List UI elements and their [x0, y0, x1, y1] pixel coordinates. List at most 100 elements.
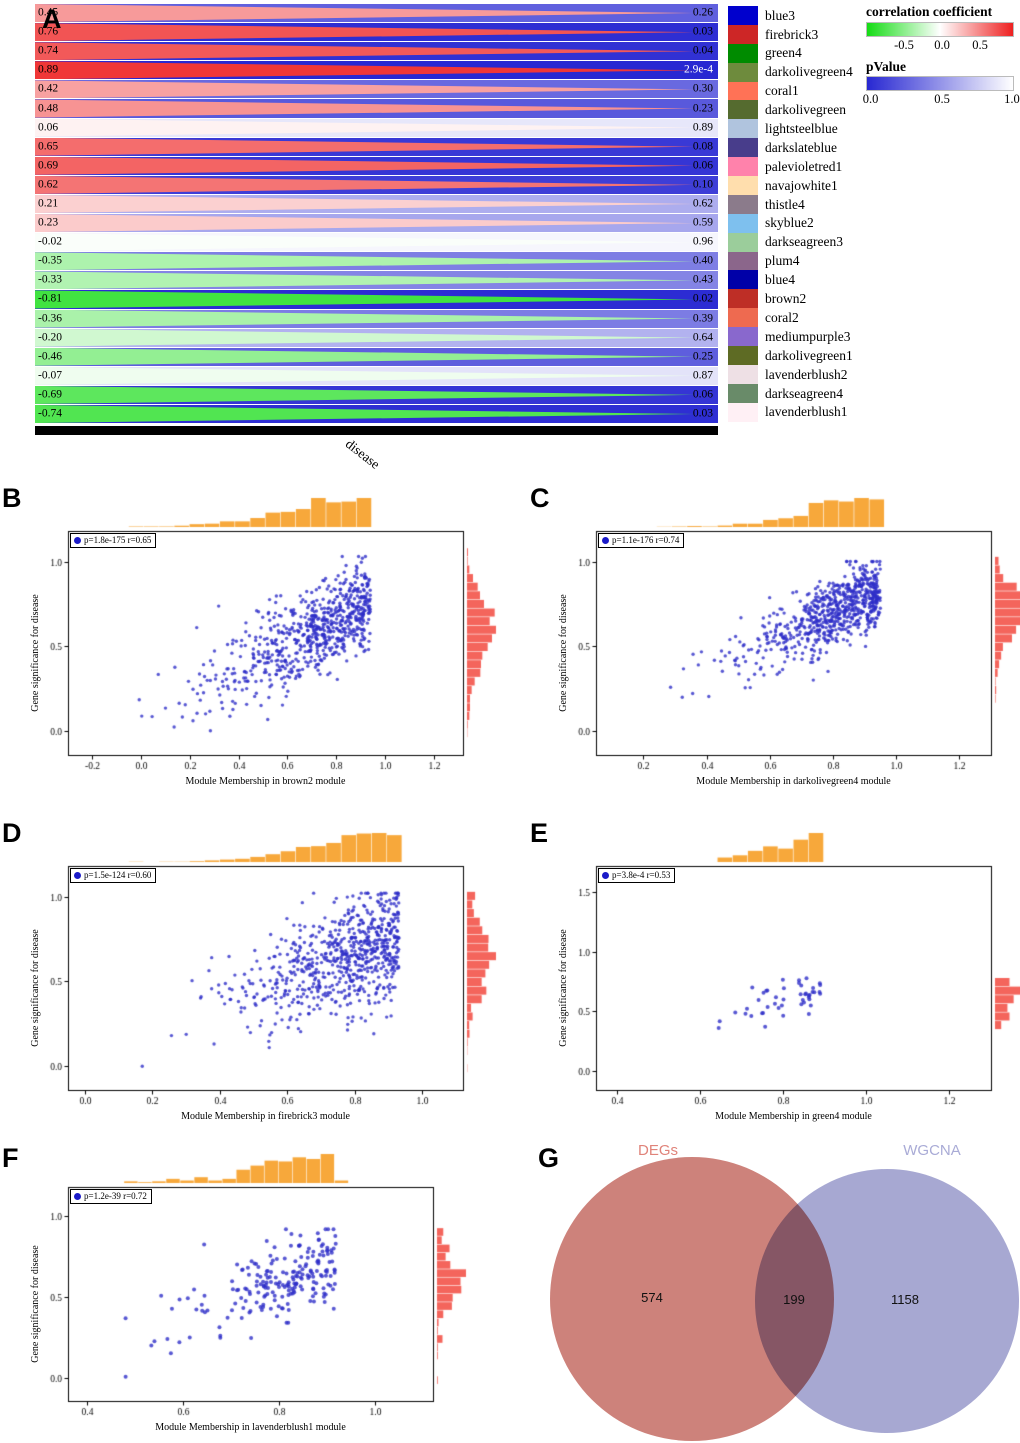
correlation-value: 0.42 [38, 82, 59, 95]
venn-count-degs-only: 574 [641, 1290, 663, 1305]
scale-tick-label: 0.0 [862, 92, 879, 107]
color-scale-legends: correlation coefficient -0.5 0.0 0.5 pValu… [862, 4, 1020, 113]
correlation-value: -0.33 [38, 273, 62, 286]
module-name: lavenderblush2 [765, 366, 848, 382]
panel-d-letter: D [2, 818, 22, 848]
correlation-scale-title: correlation coefficient [866, 4, 993, 19]
module-band-row-lavenderblush1: -0.74 0.03 [35, 404, 718, 424]
module-band-row-plum4: -0.35 0.40 [35, 252, 718, 271]
trait-axis-bar [35, 426, 718, 435]
pvalue-value: 0.06 [692, 159, 713, 172]
pvalue-value: 0.06 [692, 388, 713, 401]
module-band-row-firebrick3: 0.76 0.03 [35, 23, 718, 42]
pvalue-value: 0.25 [692, 349, 713, 362]
module-name: lightsteelblue [765, 121, 838, 137]
pvalue-value: 0.62 [692, 197, 713, 210]
x-axis-label: Module Membership in brown2 module [185, 776, 346, 787]
module-legend-entry: coral1 [728, 81, 853, 101]
module-legend-entry: darkslateblue [728, 138, 853, 158]
pvalue-value: 0.39 [692, 311, 713, 324]
pvalue-scale-ticks: 0.0 0.5 1.0 [862, 91, 1020, 108]
module-legend-entry: darkseagreen4 [728, 383, 853, 403]
venn-set-label-wgcna: WGCNA [903, 1142, 961, 1159]
y-axis-label: Gene significance for disease [30, 929, 41, 1047]
module-band-row-brown2: -0.81 0.02 [35, 290, 718, 309]
module-name: mediumpurple3 [765, 328, 851, 344]
correlation-value: -0.07 [38, 369, 62, 382]
module-swatch-coral1 [728, 81, 758, 101]
module-band-row-darkseagreen4: -0.69 0.06 [35, 385, 718, 404]
scatter-canvas-firebrick3 [28, 828, 503, 1128]
correlation-value: -0.69 [38, 388, 62, 401]
module-legend-entry: firebrick3 [728, 24, 853, 44]
pvalue-value: 0.30 [692, 82, 713, 95]
panel-f-letter: F [2, 1143, 19, 1173]
module-legend-entry: palevioletred1 [728, 157, 853, 177]
correlation-value: -0.74 [38, 407, 62, 420]
y-axis-label: Gene significance for disease [30, 1245, 41, 1363]
module-legend-entry: thistle4 [728, 194, 853, 214]
correlation-value: 0.69 [38, 159, 59, 172]
scatter-annotation: p=1.2e-39 r=0.72 [70, 1189, 152, 1204]
scatter-canvas-lavenderblush1 [28, 1149, 473, 1439]
venn-set-label-degs: DEGs [637, 1142, 679, 1159]
correlation-value: -0.81 [38, 292, 62, 305]
scatter-canvas-darkolivegreen4 [556, 493, 1020, 793]
panel-module-trait: A 0.45 0.26 0.76 0.03 0.74 0.04 0.89 2.9e-4 0.42… [0, 0, 1020, 478]
x-axis-label: Module Membership in green4 module [715, 1111, 872, 1122]
scatter-plot-wrap: p=1.1e-176 r=0.74 Gene significance for … [556, 493, 1020, 798]
legend-dot-icon [74, 871, 81, 879]
scale-tick-label: 0.0 [934, 37, 950, 52]
correlation-value: -0.02 [38, 235, 62, 248]
module-swatch-brown2 [728, 289, 758, 309]
x-axis-label: Module Membership in darkolivegreen4 mod… [696, 776, 891, 787]
pvalue-value: 0.04 [692, 44, 713, 57]
venn-count-wgcna-only: 1158 [891, 1292, 919, 1307]
module-name: darkolivegreen1 [765, 347, 853, 363]
pvalue-value: 0.08 [692, 139, 713, 152]
correlation-value: 0.76 [38, 25, 59, 38]
x-axis-label: Module Membership in lavenderblush1 modu… [155, 1422, 346, 1433]
pvalue-value: 0.03 [692, 25, 713, 38]
pvalue-value: 0.40 [692, 254, 713, 267]
pvalue-value: 2.9e-4 [683, 63, 713, 76]
module-band-row-darkolivegreen1: -0.46 0.25 [35, 347, 718, 366]
module-legend-entry: blue3 [728, 6, 853, 25]
pvalue-value: 0.23 [692, 101, 713, 114]
correlation-value: 0.48 [38, 101, 59, 114]
module-band-row-darkseagreen3: -0.02 0.96 [35, 233, 718, 252]
scatter-plot-wrap: p=3.8e-4 r=0.53 Gene significance for di… [556, 828, 1020, 1133]
panel-scatter-brown2: B p=1.8e-175 r=0.65 Gene significance fo… [0, 483, 515, 815]
scatter-annotation: p=3.8e-4 r=0.53 [598, 868, 676, 883]
module-swatch-darkolivegreen4 [728, 62, 758, 82]
pvalue-value: 0.03 [692, 407, 713, 420]
module-name: blue3 [765, 7, 795, 23]
annotation-text: p=1.1e-176 r=0.74 [612, 535, 680, 545]
module-legend-entry: lavenderblush2 [728, 364, 853, 384]
module-swatch-darkseagreen4 [728, 383, 758, 403]
y-axis-label: Gene significance for disease [558, 929, 569, 1047]
panel-c-letter: C [530, 483, 550, 513]
annotation-text: p=1.2e-39 r=0.72 [84, 1191, 147, 1201]
pvalue-value: 0.64 [692, 330, 713, 343]
module-band-row-green4: 0.74 0.04 [35, 42, 718, 61]
panel-scatter-firebrick3: D p=1.5e-124 r=0.60 Gene significance fo… [0, 818, 515, 1150]
module-legend-entry: brown2 [728, 289, 853, 309]
venn-diagram: DEGs WGCNA 574 199 1158 [510, 1143, 1020, 1443]
correlation-value: 0.45 [38, 6, 59, 19]
module-name: darkslateblue [765, 139, 837, 155]
annotation-text: p=3.8e-4 r=0.53 [612, 870, 671, 880]
correlation-value: 0.06 [38, 120, 59, 133]
module-name: navajowhite1 [765, 177, 838, 193]
scale-tick-label: 1.0 [1004, 92, 1020, 107]
module-legend-entry: lightsteelblue [728, 119, 853, 139]
module-legend-entry: coral2 [728, 308, 853, 328]
module-legend-entry: darkseagreen3 [728, 232, 853, 252]
module-name: palevioletred1 [765, 158, 843, 174]
correlation-value: 0.21 [38, 197, 59, 210]
module-swatch-darkolivegreen [728, 100, 758, 120]
panel-scatter-green4: E p=3.8e-4 r=0.53 Gene significance for … [528, 818, 1020, 1150]
module-swatch-blue3 [728, 6, 758, 25]
module-band-row-skyblue2: 0.23 0.59 [35, 214, 718, 233]
panel-venn: G DEGs WGCNA 574 199 1158 [510, 1143, 1020, 1443]
